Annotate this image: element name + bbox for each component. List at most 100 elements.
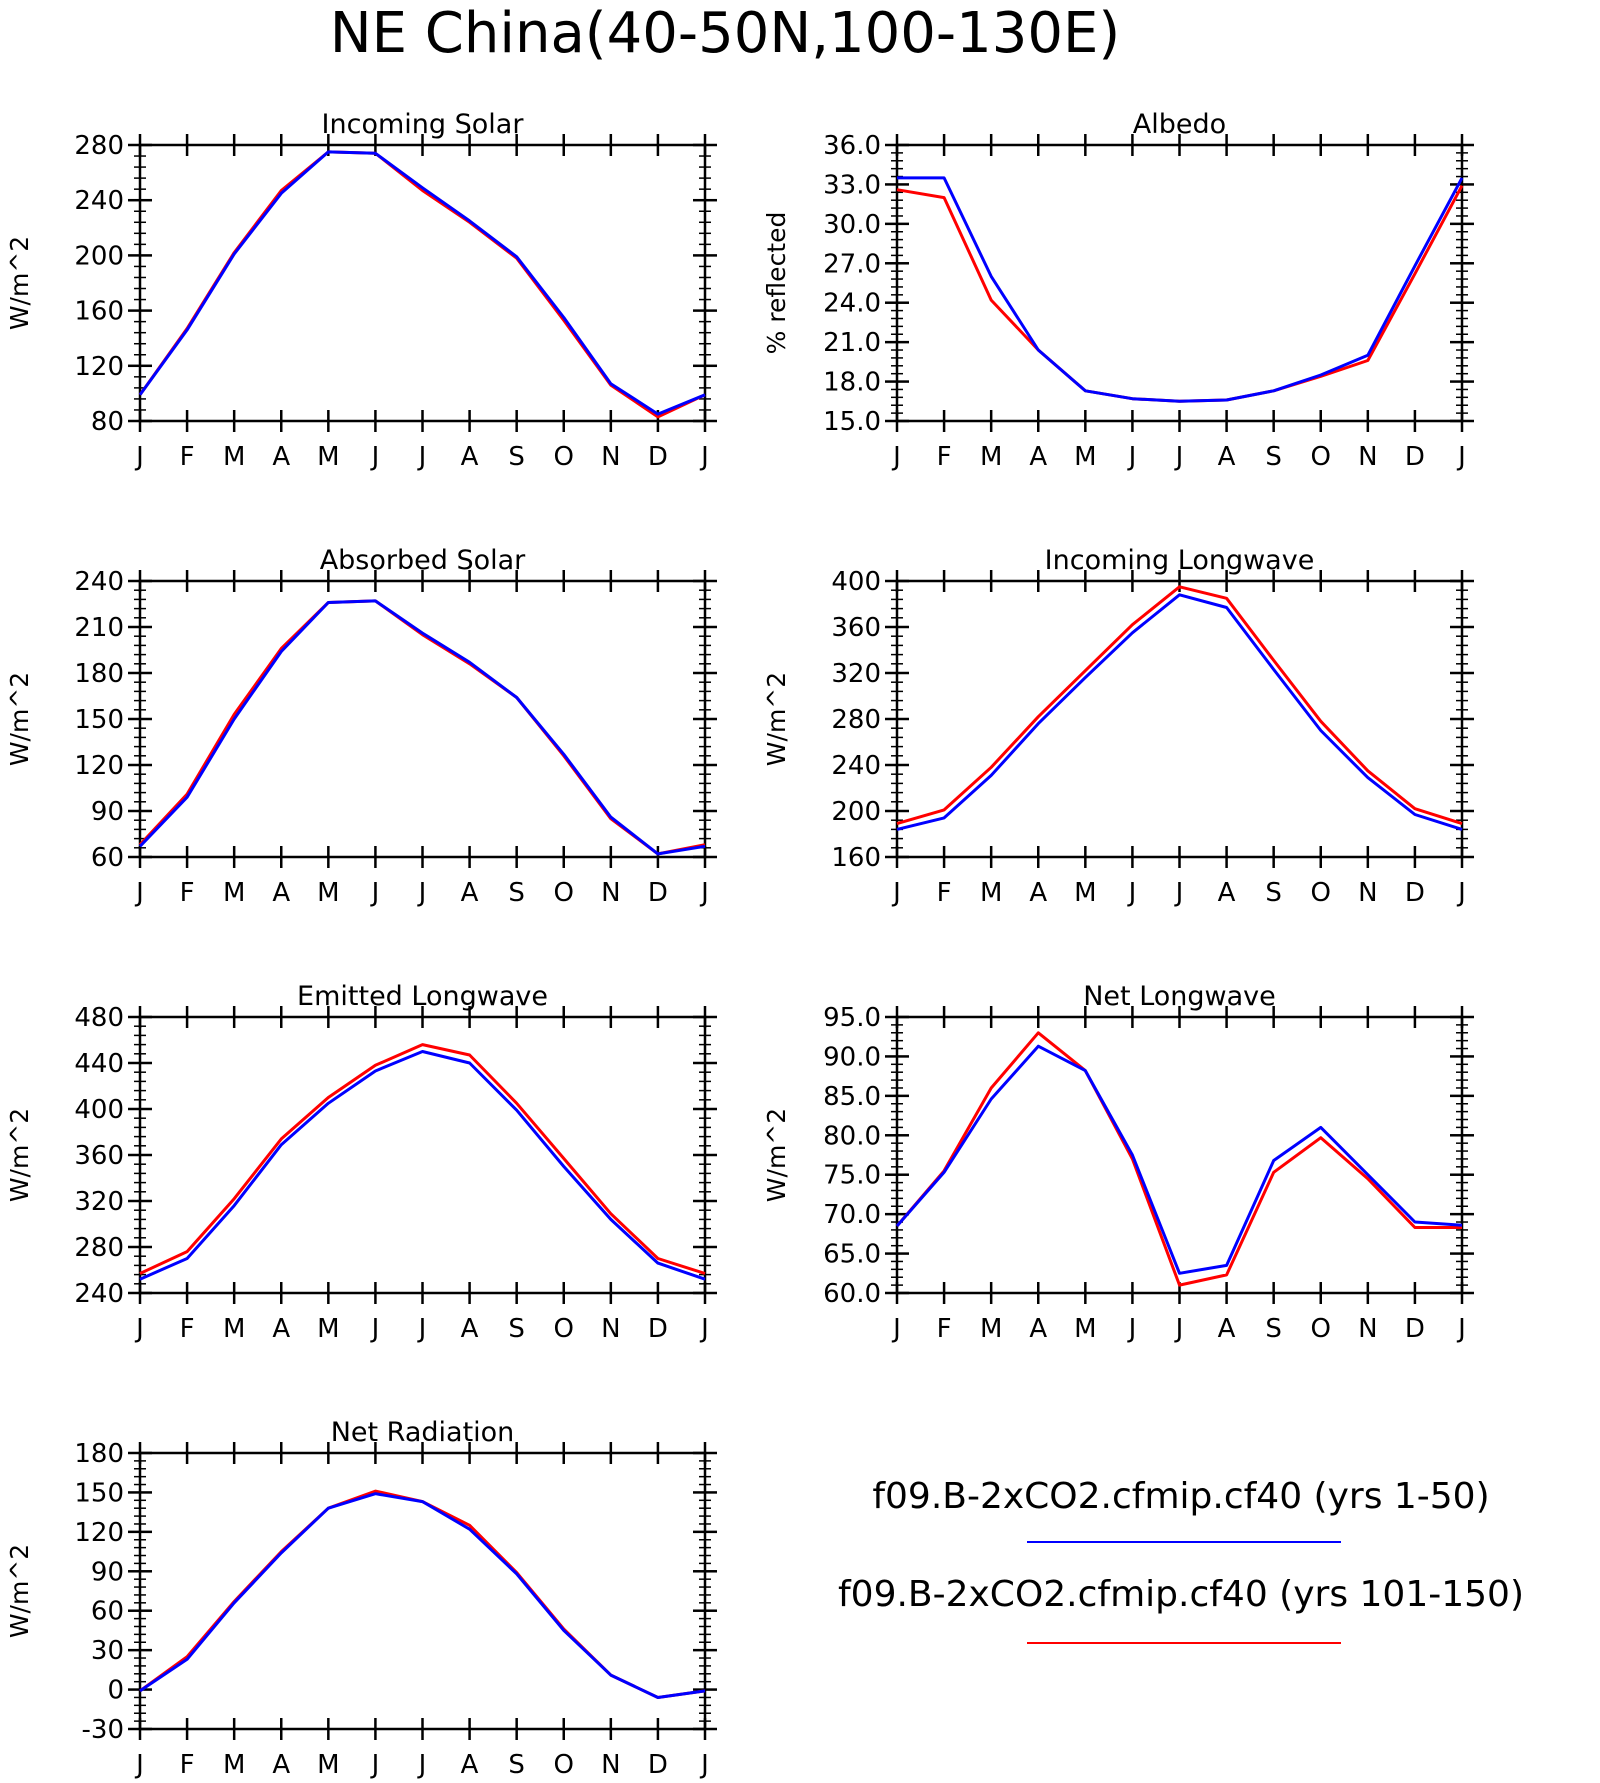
y-tick-label: 150 [74,705,124,735]
y-tick-label: 90 [91,1557,124,1587]
x-tick-label: D [1405,442,1425,472]
x-tick-label: A [1218,878,1236,908]
series-line-1 [138,599,706,856]
y-tick-label: 120 [74,1518,124,1548]
x-tick-label: A [1029,878,1047,908]
x-tick-label: A [1218,442,1236,472]
y-tick-label: 30.0 [823,210,881,240]
x-tick-label: M [980,1314,1002,1344]
y-tick-label: 180 [74,659,124,689]
y-axis-label: % reflected [762,212,791,355]
y-tick-label: 36.0 [823,131,881,161]
series-line-2 [895,1044,1463,1275]
y-tick-label: 60.0 [823,1279,881,1309]
figure-title: NE China(40-50N,100-130E) [330,1,1121,66]
y-tick-label: 75.0 [823,1161,881,1191]
x-tick-label: A [272,1314,290,1344]
y-tick-label: 65.0 [823,1240,881,1270]
series-line-2 [139,1492,706,1699]
x-tick-label: J [891,1314,901,1344]
y-tick-label: 480 [74,1003,124,1033]
y-tick-label: 85.0 [823,1082,881,1112]
x-tick-label: O [1311,878,1331,908]
y-tick-label: 160 [74,297,124,327]
plot-frame [138,1015,707,1295]
x-tick-label: S [1265,878,1282,908]
legend-label-series-1: f09.B-2xCO2.cfmip.cf40 (yrs 1-50) [872,1476,1489,1517]
y-axis-label: W/m^2 [762,672,791,766]
x-tick-label: S [508,878,525,908]
x-tick-label: A [272,442,290,472]
series-line-1 [139,1043,706,1275]
x-tick-label: N [601,1314,620,1344]
x-tick-label: A [1029,442,1047,472]
plot-frame [895,1015,1464,1295]
x-tick-label: M [980,878,1002,908]
y-tick-label: 95.0 [823,1003,881,1033]
x-tick-label: J [699,442,709,472]
y-tick-label: 400 [74,1095,124,1125]
x-tick-label: M [1074,878,1096,908]
x-tick-label: O [1311,442,1331,472]
x-tick-label: J [134,1750,144,1780]
y-tick-label: 280 [74,1233,124,1263]
y-tick-label: 60 [91,843,124,873]
x-tick-label: M [223,442,245,472]
y-tick-label: 440 [74,1049,124,1079]
series-line-2 [139,1050,706,1281]
y-tick-label: 0 [107,1676,124,1706]
x-tick-label: J [134,442,144,472]
y-tick-label: 21.0 [823,328,881,358]
x-tick-label: J [1174,878,1184,908]
x-tick-label: M [1074,442,1096,472]
x-tick-label: A [1029,1314,1047,1344]
y-tick-label: 180 [74,1439,124,1469]
y-tick-label: 90 [91,797,124,827]
x-tick-label: A [461,1314,479,1344]
x-tick-label: J [134,1314,144,1344]
x-tick-label: S [1265,1314,1282,1344]
x-tick-label: M [223,1314,245,1344]
series-line-1 [139,1489,706,1699]
x-tick-label: M [980,442,1002,472]
x-tick-label: F [180,442,195,472]
x-tick-label: J [891,442,901,472]
legend-label-series-2: f09.B-2xCO2.cfmip.cf40 (yrs 101-150) [838,1574,1524,1615]
y-tick-label: 120 [74,352,124,382]
y-tick-label: 30 [91,1636,124,1666]
y-axis-label: W/m^2 [5,1108,34,1202]
x-tick-label: J [1127,1314,1137,1344]
series-line-2 [896,593,1463,831]
x-tick-label: D [1405,878,1425,908]
y-axis-label: W/m^2 [5,672,34,766]
x-tick-label: S [508,1314,525,1344]
x-tick-label: J [1174,442,1184,472]
plot-frame [138,579,707,859]
x-tick-label: J [1127,442,1137,472]
y-tick-label: 70.0 [823,1200,881,1230]
y-tick-label: 200 [74,241,124,271]
x-tick-label: F [180,878,195,908]
y-tick-label: 120 [74,751,124,781]
x-tick-label: S [1265,442,1282,472]
x-tick-label: M [223,1750,245,1780]
y-tick-label: 80 [91,407,124,437]
x-tick-label: F [180,1314,195,1344]
y-axis-label: W/m^2 [5,1544,34,1638]
x-tick-label: J [1127,878,1137,908]
x-tick-label: M [1074,1314,1096,1344]
y-tick-label: 240 [831,751,881,781]
x-tick-label: N [1358,442,1377,472]
x-tick-label: J [699,1314,709,1344]
x-tick-label: F [937,1314,952,1344]
x-tick-label: D [648,442,668,472]
x-tick-label: O [1311,1314,1331,1344]
y-tick-label: 33.0 [823,170,881,200]
y-tick-label: 18.0 [823,368,881,398]
x-tick-label: A [272,1750,290,1780]
x-tick-label: J [1456,1314,1466,1344]
